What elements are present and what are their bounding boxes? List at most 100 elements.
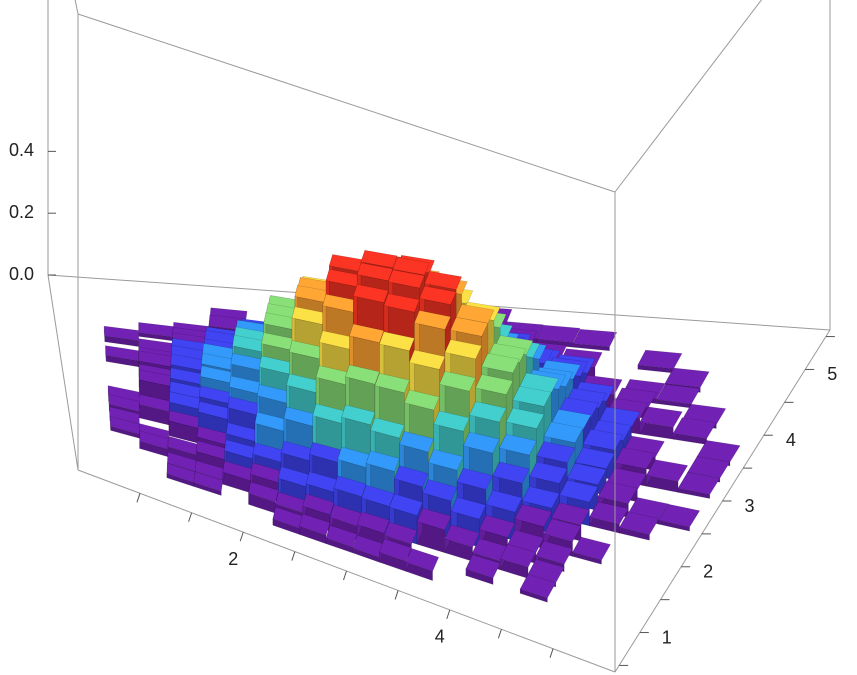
bar-top-face bbox=[398, 431, 435, 453]
histogram-bar bbox=[222, 460, 254, 494]
bar-top-face bbox=[444, 524, 480, 548]
bar-top-face bbox=[389, 493, 424, 516]
histogram-bar bbox=[299, 513, 331, 545]
bar-top-face bbox=[365, 450, 400, 472]
bar-top-face bbox=[499, 543, 537, 568]
bar-top-face bbox=[614, 447, 656, 470]
bar-top-face bbox=[582, 428, 624, 451]
x-tick bbox=[136, 493, 141, 503]
bar-top-face bbox=[103, 325, 140, 342]
histogram-bar bbox=[193, 471, 224, 496]
x-tick bbox=[446, 609, 451, 620]
axis-ticks: 0.0 0.2 0.4 2 4 1 2 3 4 5 bbox=[9, 140, 837, 666]
bar-top-face bbox=[696, 440, 741, 463]
bar-top-face bbox=[438, 370, 477, 392]
bar-top-face bbox=[424, 270, 463, 290]
bar-top-face bbox=[559, 479, 599, 503]
z-tick-label: 0.2 bbox=[9, 202, 34, 222]
bar-top-face bbox=[345, 364, 380, 385]
bar-top-face bbox=[551, 502, 590, 526]
histogram-bar bbox=[405, 548, 440, 582]
histogram-bar bbox=[614, 447, 656, 487]
histogram-bar bbox=[677, 471, 721, 499]
bar-top-face bbox=[468, 401, 507, 423]
bar-top-face bbox=[370, 417, 405, 439]
histogram-bar bbox=[519, 573, 557, 603]
bar-top-face bbox=[566, 462, 607, 486]
bar-top-face bbox=[299, 513, 331, 536]
bar-top-face bbox=[349, 323, 385, 344]
histogram-bar bbox=[572, 535, 611, 565]
histogram-bar bbox=[378, 538, 412, 572]
bar-top-face bbox=[475, 374, 514, 395]
bar-top-face bbox=[519, 573, 557, 599]
x-tick bbox=[343, 570, 347, 581]
bar-top-face bbox=[465, 554, 501, 579]
bar-top-face bbox=[645, 459, 689, 482]
z-tick-label: 0.0 bbox=[9, 264, 34, 284]
histogram-bars bbox=[103, 249, 741, 603]
bar-top-face bbox=[248, 481, 279, 503]
bar-top-face bbox=[521, 486, 560, 509]
histogram-bar bbox=[416, 507, 452, 554]
box-edge-top-left bbox=[74, 0, 79, 15]
bar-top-face bbox=[572, 536, 611, 561]
bar-top-face bbox=[333, 475, 367, 498]
bar-top-face bbox=[387, 269, 425, 289]
box-edge-top-right bbox=[614, 0, 763, 193]
bar-top-face bbox=[658, 503, 701, 528]
bar-top-face bbox=[167, 451, 197, 472]
bar-top-face bbox=[416, 507, 452, 531]
bar-top-face bbox=[456, 467, 494, 490]
bar-top-face bbox=[639, 406, 683, 428]
bar-top-face bbox=[208, 314, 246, 331]
histogram-bar bbox=[672, 416, 717, 445]
bar-top-face bbox=[361, 484, 395, 507]
bar-top-face bbox=[528, 461, 568, 484]
bar-top-face bbox=[427, 448, 464, 471]
histogram-bar bbox=[352, 534, 385, 563]
bar-top-face bbox=[394, 465, 429, 488]
histogram-bar bbox=[465, 554, 501, 585]
bar-top-face bbox=[619, 511, 660, 535]
bar-top-face bbox=[543, 518, 582, 542]
bar-top-face bbox=[444, 339, 483, 360]
bar-top-face bbox=[356, 511, 390, 534]
bar-top-face bbox=[637, 349, 683, 370]
bar-top-face bbox=[379, 331, 415, 352]
bar-top-face bbox=[512, 385, 552, 407]
bar-top-face bbox=[405, 548, 440, 572]
bar-top-face bbox=[498, 433, 538, 456]
bar-top-face bbox=[672, 417, 717, 439]
bar-top-face bbox=[360, 249, 398, 269]
z-tick-label: 0.4 bbox=[9, 140, 34, 160]
bar-top-face bbox=[325, 525, 358, 548]
bar-top-face bbox=[485, 489, 523, 513]
box-edge-left-floor bbox=[47, 274, 79, 471]
histogram-bar bbox=[248, 481, 279, 514]
bar-top-face bbox=[543, 421, 584, 444]
bar-top-face bbox=[450, 496, 487, 520]
bar-top-face bbox=[656, 384, 701, 405]
x-tick bbox=[291, 551, 296, 561]
bar-top-face bbox=[352, 284, 389, 303]
bar-top-face bbox=[383, 521, 418, 545]
box-edge-top-front bbox=[77, 13, 616, 193]
bar-top-face bbox=[492, 461, 530, 484]
bar-top-face bbox=[481, 352, 521, 374]
bar-top-face bbox=[302, 493, 335, 516]
x-tick bbox=[239, 531, 244, 542]
histogram-bar bbox=[639, 406, 683, 440]
bar-top-face bbox=[478, 514, 516, 538]
bar-top-face bbox=[450, 316, 489, 337]
bar-top-face bbox=[514, 504, 553, 528]
histogram-bar bbox=[572, 328, 618, 352]
y-tick-label: 3 bbox=[745, 496, 755, 516]
bar-top-face bbox=[422, 479, 458, 502]
bar-top-face bbox=[677, 471, 721, 495]
bar-top-face bbox=[374, 372, 410, 394]
bar-top-face bbox=[356, 262, 394, 282]
bar-top-face bbox=[392, 256, 430, 276]
histogram-bar bbox=[444, 524, 480, 562]
bar-top-face bbox=[413, 310, 452, 330]
